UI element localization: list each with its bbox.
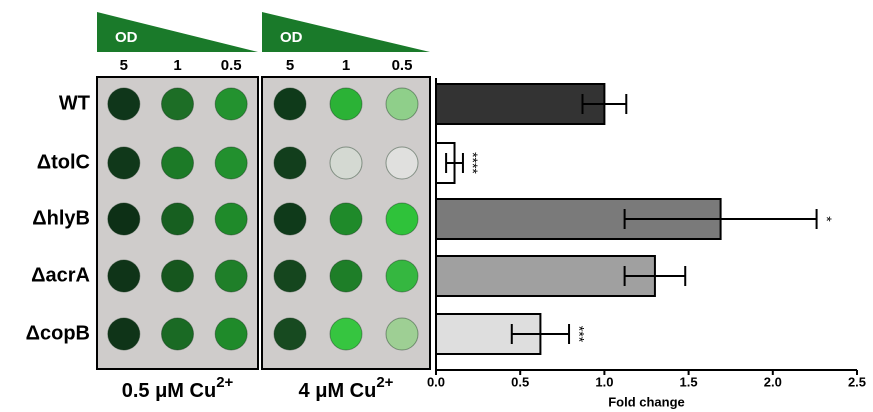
colony-spot <box>274 260 306 292</box>
colony-spot <box>162 203 194 235</box>
colony-spot <box>215 88 247 120</box>
od-label: OD <box>280 29 303 46</box>
x-tick-label: 2.0 <box>764 374 782 389</box>
colony-spot <box>386 260 418 292</box>
condition-text: 4 μM Cu <box>299 380 377 402</box>
dilution-label: 0.5 <box>221 57 242 74</box>
condition-label: 0.5 μM Cu2+ <box>122 374 234 402</box>
condition-superscript: 2+ <box>216 374 233 391</box>
x-tick-label: 0.5 <box>511 374 529 389</box>
significance-label: *** <box>571 326 587 343</box>
colony-spot <box>215 147 247 179</box>
colony-spot <box>108 203 140 235</box>
colony-spot <box>162 318 194 350</box>
strain-label: ΔhlyB <box>32 207 90 229</box>
colony-spot <box>215 260 247 292</box>
colony-spot <box>274 203 306 235</box>
colony-spot <box>386 147 418 179</box>
dilution-label: 0.5 <box>392 57 413 74</box>
colony-spot <box>330 88 362 120</box>
x-tick-label: 1.0 <box>595 374 613 389</box>
condition-label: 4 μM Cu2+ <box>299 374 394 402</box>
colony-spot <box>386 318 418 350</box>
colony-spot <box>108 147 140 179</box>
x-tick-label: 0.0 <box>427 374 445 389</box>
colony-spot <box>162 88 194 120</box>
significance-label: **** <box>465 152 481 174</box>
colony-spot <box>386 203 418 235</box>
x-tick-label: 2.5 <box>848 374 866 389</box>
figure: OD510.50.5 μM Cu2+OD510.54 μM Cu2+WTΔtol… <box>0 0 873 412</box>
colony-spot <box>386 88 418 120</box>
colony-spot <box>330 260 362 292</box>
bar <box>436 84 604 124</box>
colony-spot <box>330 147 362 179</box>
colony-spot <box>330 203 362 235</box>
dilution-label: 5 <box>286 57 294 74</box>
dilution-label: 1 <box>173 57 181 74</box>
colony-spot <box>215 318 247 350</box>
od-label: OD <box>115 29 138 46</box>
colony-spot <box>108 260 140 292</box>
colony-spot <box>162 147 194 179</box>
colony-spot <box>108 318 140 350</box>
colony-spot <box>215 203 247 235</box>
colony-spot <box>330 318 362 350</box>
condition-text: 0.5 μM Cu <box>122 380 216 402</box>
colony-spot <box>108 88 140 120</box>
significance-label: * <box>819 216 835 222</box>
colony-spot <box>274 318 306 350</box>
strain-label: WT <box>59 92 90 114</box>
dilution-label: 5 <box>120 57 128 74</box>
x-axis-label: Fold change <box>608 394 685 409</box>
bar <box>436 256 655 296</box>
colony-spot <box>162 260 194 292</box>
colony-spot <box>274 147 306 179</box>
strain-label: ΔacrA <box>31 264 90 286</box>
x-tick-label: 1.5 <box>680 374 698 389</box>
condition-superscript: 2+ <box>376 374 393 391</box>
strain-label: ΔtolC <box>37 151 90 173</box>
colony-spot <box>274 88 306 120</box>
strain-label: ΔcopB <box>26 322 90 344</box>
dilution-label: 1 <box>342 57 350 74</box>
